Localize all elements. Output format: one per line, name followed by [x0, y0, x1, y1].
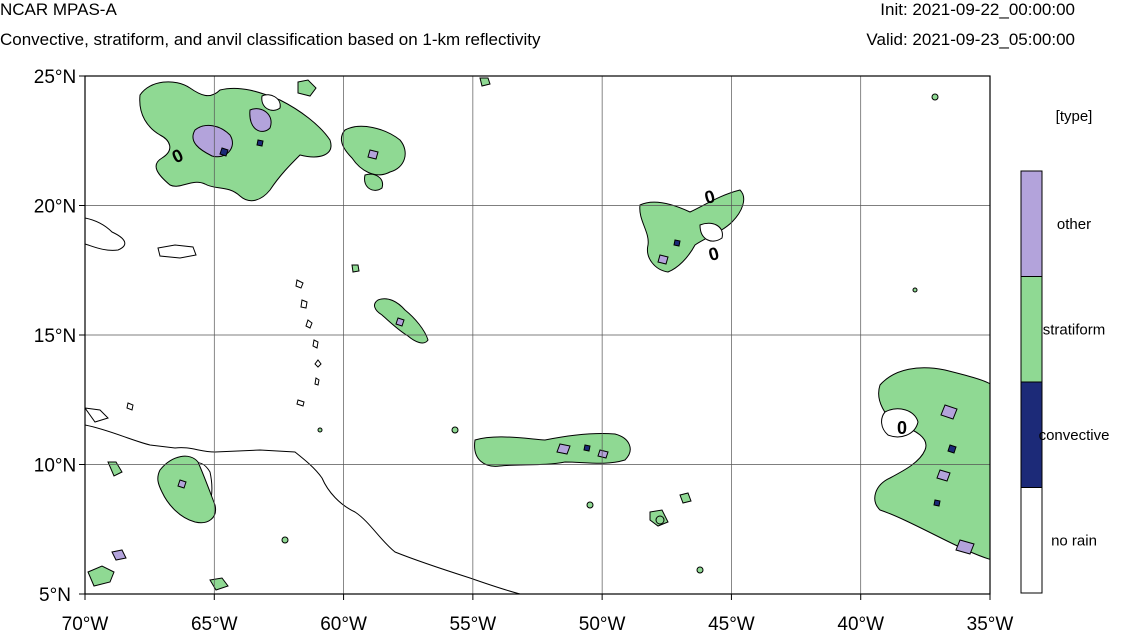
- plot-subtitle: Convective, stratiform, and anvil classi…: [0, 30, 541, 49]
- contour-label: 0: [706, 243, 721, 265]
- precip-cluster-ne: [639, 189, 745, 273]
- init-time: Init: 2021-09-22_00:00:00: [880, 0, 1075, 19]
- lat-tick-label: 25°N: [34, 67, 76, 88]
- lon-tick-label: 35°W: [967, 614, 1014, 635]
- lat-tick-label: 10°N: [34, 456, 76, 477]
- valid-time: Valid: 2021-09-23_05:00:00: [866, 30, 1075, 49]
- legend-label: no rain: [1051, 532, 1097, 549]
- coastline: [85, 217, 126, 251]
- lon-tick-label: 55°W: [450, 614, 497, 635]
- lon-tick-label: 40°W: [837, 614, 884, 635]
- legend-label: stratiform: [1043, 321, 1106, 338]
- precip-cluster-nw2: [341, 125, 406, 191]
- precip-cluster-central: [351, 264, 429, 344]
- contour-label: 0: [897, 418, 907, 438]
- lon-tick-label: 70°W: [62, 614, 109, 635]
- scattered-cells: [281, 93, 939, 574]
- legend-swatch: [1020, 170, 1043, 277]
- precip-cluster-sw: [87, 455, 229, 591]
- precip-band-south: [474, 432, 692, 527]
- coastline: [157, 244, 197, 259]
- model-title: NCAR MPAS-A: [0, 0, 117, 19]
- graticule: [85, 76, 990, 594]
- lat-tick-label: 20°N: [34, 197, 76, 218]
- precip-cluster-east: [874, 367, 990, 560]
- lon-tick-label: 45°W: [708, 614, 755, 635]
- legend: other stratiform convective no rain: [1020, 170, 1110, 594]
- lon-tick-label: 50°W: [579, 614, 626, 635]
- precip-cluster-ne-edge: [297, 77, 491, 97]
- lon-tick-label: 65°W: [191, 614, 238, 635]
- precip-cluster-nw: [139, 81, 332, 202]
- legend-swatch: [1020, 276, 1043, 383]
- lon-tick-label: 60°W: [320, 614, 367, 635]
- coastline: [85, 407, 109, 423]
- contour-label: 0: [702, 186, 717, 208]
- legend-label: convective: [1039, 427, 1110, 444]
- legend-label: other: [1057, 216, 1091, 233]
- lat-tick-label: 5°N: [39, 585, 71, 606]
- coastline: [85, 424, 521, 594]
- lesser-antilles: [126, 279, 322, 411]
- map-plot-area: 0 0 0 0: [85, 77, 990, 594]
- legend-swatch: [1020, 487, 1043, 594]
- lat-tick-label: 15°N: [34, 326, 76, 347]
- lat-ticks: 5°N 10°N 15°N 20°N 25°N: [34, 67, 85, 606]
- lon-ticks: 70°W 65°W 60°W 55°W 50°W 45°W 40°W 35°W: [62, 594, 1014, 635]
- legend-title: [type]: [1056, 108, 1093, 125]
